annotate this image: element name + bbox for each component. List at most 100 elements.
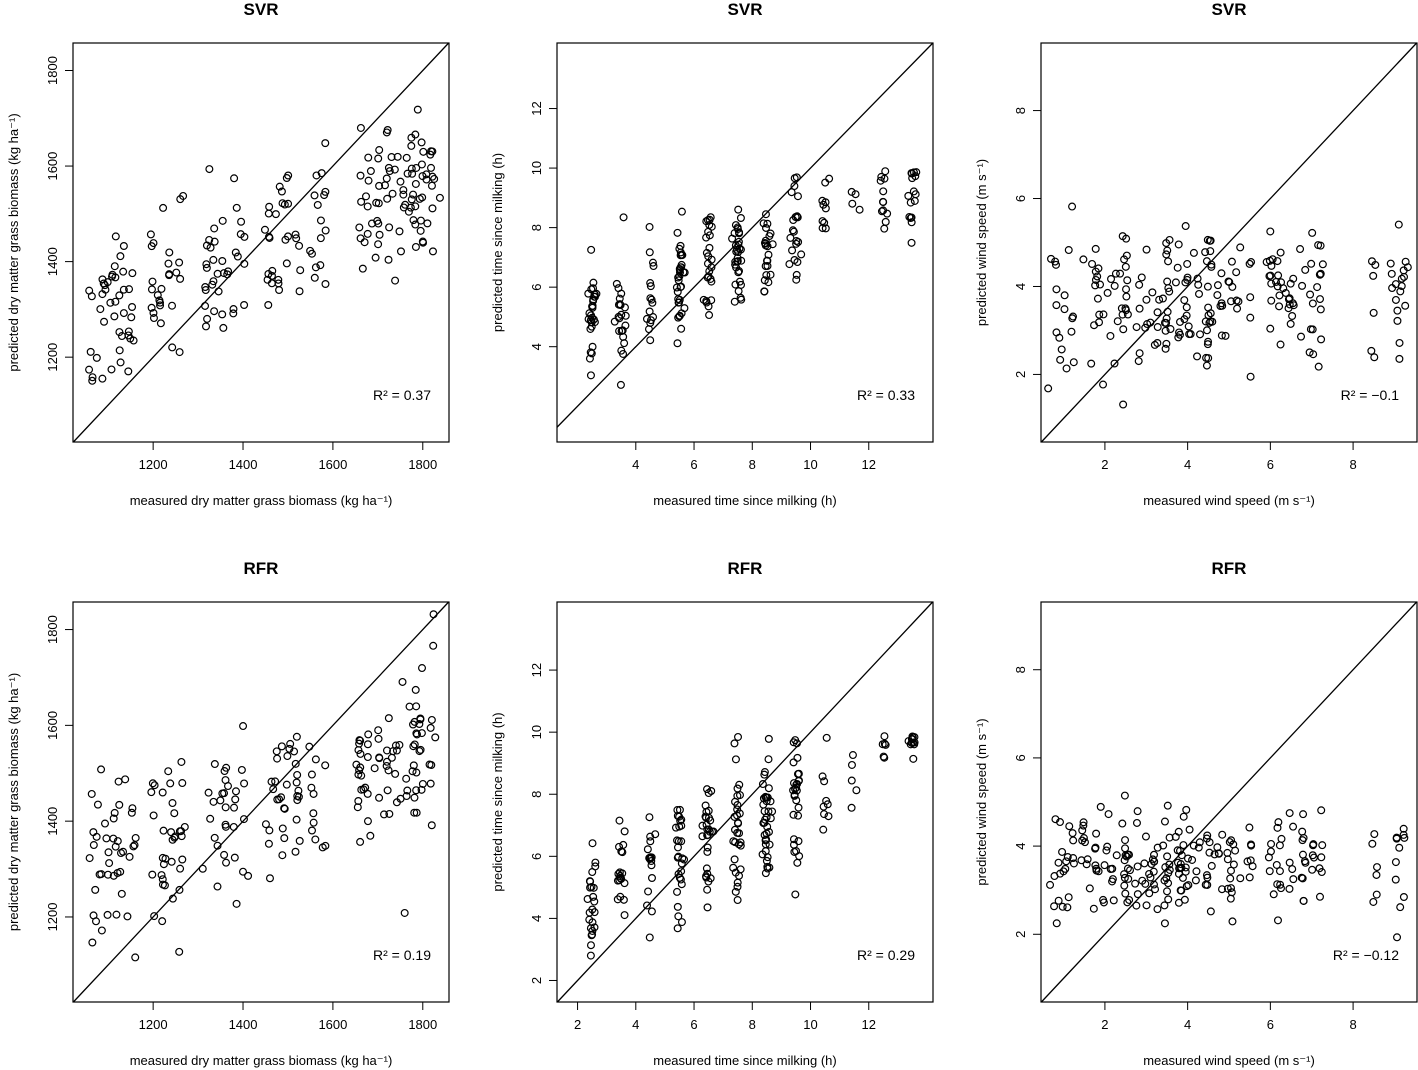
identity-line <box>1040 601 1418 1003</box>
data-point <box>702 872 711 881</box>
data-point <box>763 219 772 228</box>
data-point <box>1393 306 1402 315</box>
panel-3: SVR 2 4 6 8 2 4 6 8 measured wind speed (m s⁻¹) pr… <box>974 0 1418 508</box>
data-point <box>1202 353 1211 362</box>
data-point <box>615 327 624 336</box>
data-point <box>819 802 828 811</box>
data-point <box>233 252 242 261</box>
data-point <box>762 271 771 280</box>
data-point <box>1162 874 1171 883</box>
data-point <box>395 227 404 236</box>
data-point <box>92 353 101 362</box>
r-squared-label: R² = −0.12 <box>1333 947 1399 963</box>
data-point <box>1396 903 1405 912</box>
data-point <box>128 804 137 813</box>
data-point <box>210 833 219 842</box>
data-point <box>375 146 384 155</box>
data-point <box>673 902 682 911</box>
data-point <box>818 224 827 233</box>
data-point <box>204 788 213 797</box>
data-point <box>1123 850 1132 859</box>
data-point <box>1165 287 1174 296</box>
data-point <box>273 754 282 763</box>
data-point <box>794 769 803 778</box>
data-point <box>645 222 654 231</box>
data-point <box>1062 857 1071 866</box>
x-tick-label: 8 <box>1349 457 1356 472</box>
panel-1: SVR 1200 1400 1600 1800 1200 1400 1600 1800 measu… <box>6 0 450 508</box>
data-point <box>1044 384 1053 393</box>
data-point <box>273 795 282 804</box>
data-point <box>411 130 420 139</box>
data-point <box>735 267 744 276</box>
data-point <box>1133 807 1142 816</box>
data-point <box>703 785 712 794</box>
data-point <box>1373 863 1382 872</box>
data-point <box>1122 852 1131 861</box>
data-point <box>1092 864 1101 873</box>
data-point <box>219 323 228 332</box>
data-point <box>260 225 269 234</box>
data-point <box>677 324 686 333</box>
r-squared-label: R² = −0.1 <box>1341 387 1400 403</box>
data-point <box>1122 292 1131 301</box>
data-point <box>906 740 915 749</box>
data-point <box>156 319 165 328</box>
data-point <box>89 841 98 850</box>
data-point <box>1162 250 1171 259</box>
data-point <box>646 316 655 325</box>
data-point <box>417 785 426 794</box>
data-point <box>100 819 109 828</box>
data-point <box>147 788 156 797</box>
data-point <box>703 843 712 852</box>
data-point <box>426 150 435 159</box>
data-point <box>128 269 137 278</box>
data-point <box>293 792 302 801</box>
data-point <box>232 203 241 212</box>
data-point <box>178 779 187 788</box>
data-point <box>1369 308 1378 317</box>
data-point <box>705 220 714 229</box>
data-point <box>175 947 184 956</box>
data-point <box>387 753 396 762</box>
data-point <box>201 286 210 295</box>
data-point <box>230 803 239 812</box>
data-point <box>417 160 426 169</box>
data-point <box>382 757 391 766</box>
data-point <box>164 767 173 776</box>
data-point <box>402 792 411 801</box>
data-point <box>291 230 300 239</box>
data-point <box>360 238 369 247</box>
data-point <box>305 742 314 751</box>
data-point <box>410 793 419 802</box>
data-point <box>1150 340 1159 349</box>
data-point <box>1217 269 1226 278</box>
data-point <box>237 217 246 226</box>
data-point <box>1266 324 1275 333</box>
data-point <box>383 194 392 203</box>
data-point <box>671 823 680 832</box>
data-point <box>95 870 104 879</box>
data-point <box>1246 372 1255 381</box>
data-point <box>761 869 770 878</box>
data-point <box>1275 867 1284 876</box>
data-point <box>789 227 798 236</box>
data-point <box>1171 278 1180 287</box>
data-point <box>1090 321 1099 330</box>
data-point <box>148 870 157 879</box>
data-point <box>733 805 742 814</box>
x-tick-label: 6 <box>690 1017 697 1032</box>
y-axis-label: predicted time since milking (h) <box>490 712 505 891</box>
y-tick-label: 8 <box>1013 107 1028 114</box>
data-point <box>677 250 686 259</box>
data-point <box>1079 818 1088 827</box>
data-point <box>1308 228 1317 237</box>
data-point <box>263 275 272 284</box>
data-point <box>765 863 774 872</box>
data-point <box>175 348 184 357</box>
data-point <box>1267 279 1276 288</box>
data-point <box>282 780 291 789</box>
data-point <box>116 358 125 367</box>
data-point <box>879 187 888 196</box>
data-point <box>403 786 412 795</box>
